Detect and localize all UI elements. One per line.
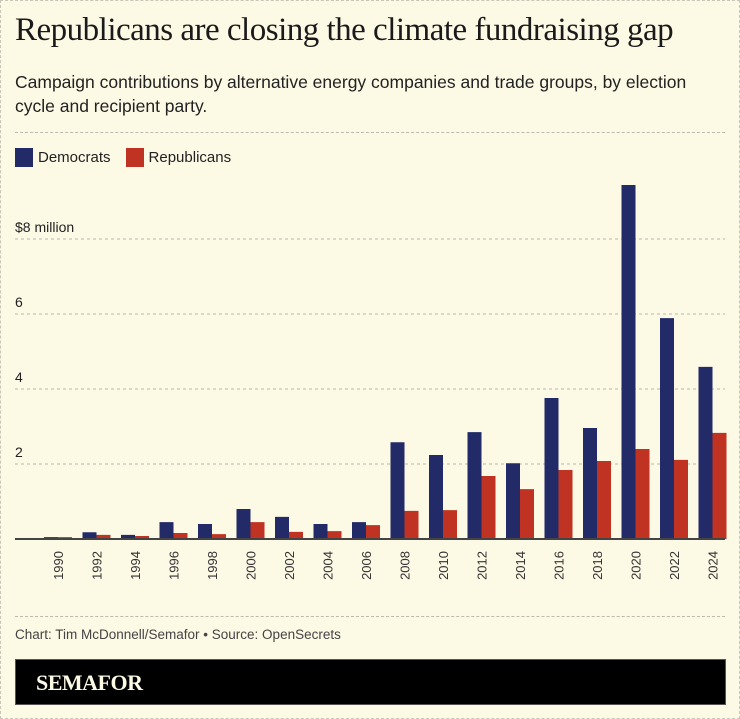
chart-credit: Chart: Tim McDonnell/Semafor • Source: O… (15, 627, 341, 642)
bar-democrats (506, 463, 520, 539)
chart-subtitle: Campaign contributions by alternative en… (15, 72, 687, 116)
y-tick-label: 2 (15, 444, 23, 460)
brand-footer: SEMAFOR (15, 659, 726, 705)
bar-democrats (121, 534, 135, 539)
semafor-logo: SEMAFOR (36, 670, 143, 695)
bar-democrats (621, 185, 636, 539)
x-tick-label: 1994 (128, 551, 143, 580)
x-tick-label: 2010 (436, 551, 451, 580)
bar-republicans (635, 449, 650, 539)
bar-chart: 2 4 6 $8 million 1990 1992 1994 1996 1998 2000 200… (15, 185, 727, 580)
x-tick-label: 2000 (244, 551, 259, 580)
bar-republicans (327, 531, 342, 539)
bar-democrats (198, 524, 212, 539)
bar-republicans (289, 531, 303, 539)
bar-republicans (404, 510, 419, 539)
y-tick-label: 4 (15, 369, 23, 385)
bar-democrats (313, 524, 328, 539)
bar-democrats (82, 532, 97, 539)
x-tick-label: 2012 (475, 551, 490, 580)
bar-republicans (674, 459, 688, 539)
footer-divider (15, 616, 725, 617)
legend-swatch-republicans (125, 148, 144, 167)
bar-democrats (544, 398, 559, 539)
bar-democrats (352, 522, 366, 539)
bar-republicans (481, 476, 496, 539)
bar-republicans (250, 522, 265, 539)
bar-democrats (583, 428, 597, 539)
x-tick-label: 2024 (706, 551, 721, 580)
bar-republicans (173, 533, 188, 539)
bar-democrats (660, 318, 674, 539)
x-tick-label: 2016 (552, 551, 567, 580)
bar-democrats (698, 366, 713, 539)
bar-republicans (212, 534, 226, 539)
x-tick-label: 2006 (359, 551, 374, 580)
bar-democrats (429, 455, 443, 539)
bar-democrats (467, 432, 482, 539)
header-divider (15, 132, 725, 133)
x-tick-label: 2014 (513, 551, 528, 580)
legend: Democrats Republicans (15, 148, 246, 167)
bar-republicans (135, 536, 149, 539)
x-tick-label: 2004 (321, 551, 336, 580)
bar-republicans (597, 461, 611, 539)
y-tick-label: 6 (15, 294, 23, 310)
bar-republicans (96, 534, 111, 539)
x-tick-label: 1998 (205, 551, 220, 580)
x-tick-label: 1992 (90, 551, 105, 580)
x-tick-label: 2020 (629, 551, 644, 580)
bar-republicans (366, 525, 380, 539)
y-tick-label: $8 million (15, 219, 74, 235)
bar-republicans (520, 489, 534, 539)
bar-republicans (712, 432, 727, 539)
x-tick-label: 1996 (167, 551, 182, 580)
bar-republicans (443, 510, 457, 539)
x-tick-label: 2008 (398, 551, 413, 580)
chart-title: Republicans are closing the climate fund… (15, 12, 674, 48)
legend-swatch-democrats (15, 148, 33, 167)
x-tick-label: 2018 (590, 551, 605, 580)
legend-item-republicans: Republicans (125, 148, 232, 167)
bar-republicans (558, 470, 573, 539)
legend-label-democrats: Democrats (38, 149, 111, 166)
bar-democrats (159, 522, 174, 539)
x-tick-label: 1990 (51, 551, 66, 580)
bar-democrats (275, 516, 289, 539)
bar-democrats (390, 442, 405, 539)
legend-item-democrats: Democrats (15, 148, 111, 167)
x-tick-label: 2002 (282, 551, 297, 580)
legend-label-republicans: Republicans (148, 149, 232, 166)
x-tick-label: 2022 (667, 551, 682, 580)
bar-democrats (236, 509, 251, 539)
